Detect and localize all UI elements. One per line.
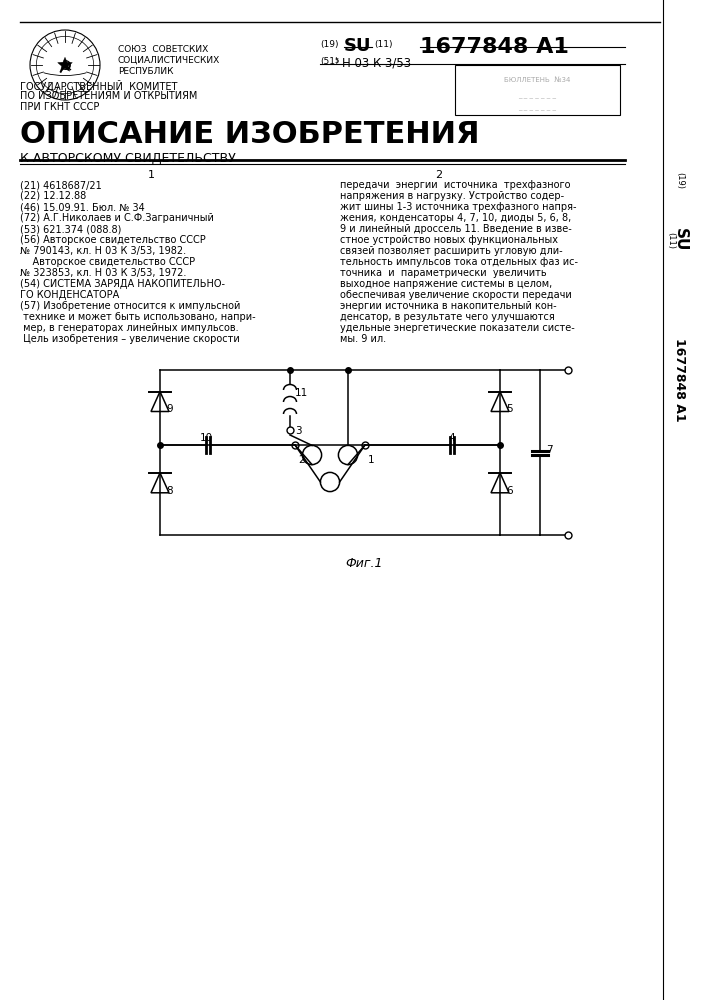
Text: БЮЛЛЕТЕНЬ  №34: БЮЛЛЕТЕНЬ №34 bbox=[504, 77, 571, 83]
Text: 5: 5 bbox=[506, 404, 513, 414]
Text: 9 и линейный дроссель 11. Введение в изве-: 9 и линейный дроссель 11. Введение в изв… bbox=[340, 224, 572, 234]
Text: 1677848 A1: 1677848 A1 bbox=[420, 37, 569, 57]
Text: (22) 12.12.88: (22) 12.12.88 bbox=[20, 191, 86, 201]
Text: передачи  энергии  источника  трехфазного: передачи энергии источника трехфазного bbox=[340, 180, 571, 190]
Text: жит шины 1-3 источника трехфазного напря-: жит шины 1-3 источника трехфазного напря… bbox=[340, 202, 576, 212]
Text: 6: 6 bbox=[506, 486, 513, 496]
Text: 9: 9 bbox=[166, 404, 173, 414]
Text: ПО ИЗОБРЕТЕНИЯМ И ОТКРЫТИЯМ: ПО ИЗОБРЕТЕНИЯМ И ОТКРЫТИЯМ bbox=[20, 91, 197, 101]
Text: точника  и  параметрически  увеличить: точника и параметрически увеличить bbox=[340, 268, 547, 278]
Text: 5: 5 bbox=[334, 58, 339, 64]
Text: № 323853, кл. Н 03 К 3/53, 1972.: № 323853, кл. Н 03 К 3/53, 1972. bbox=[20, 268, 187, 278]
Text: 1677848 А1: 1677848 А1 bbox=[674, 338, 686, 422]
Text: СОЮЗ  СОВЕТСКИХ: СОЮЗ СОВЕТСКИХ bbox=[118, 45, 209, 54]
Text: удельные энергетические показатели систе-: удельные энергетические показатели систе… bbox=[340, 323, 575, 333]
Text: выходное напряжение системы в целом,: выходное напряжение системы в целом, bbox=[340, 279, 552, 289]
Text: (46) 15.09.91. Бюл. № 34: (46) 15.09.91. Бюл. № 34 bbox=[20, 202, 145, 212]
Text: мер, в генераторах линейных импульсов.: мер, в генераторах линейных импульсов. bbox=[20, 323, 239, 333]
Text: СОЦИАЛИСТИЧЕСКИХ: СОЦИАЛИСТИЧЕСКИХ bbox=[118, 56, 221, 65]
Text: ГОСУДАРСТВЕННЫЙ  КОМИТЕТ: ГОСУДАРСТВЕННЫЙ КОМИТЕТ bbox=[20, 80, 177, 92]
Text: (56) Авторское свидетельство СССР: (56) Авторское свидетельство СССР bbox=[20, 235, 206, 245]
Text: 11: 11 bbox=[295, 388, 308, 398]
Text: ПРИ ГКНТ СССР: ПРИ ГКНТ СССР bbox=[20, 102, 100, 112]
Text: (51): (51) bbox=[320, 57, 339, 66]
Text: денсатор, в результате чего улучшаются: денсатор, в результате чего улучшаются bbox=[340, 312, 555, 322]
Text: 8: 8 bbox=[166, 486, 173, 496]
Text: 3: 3 bbox=[295, 426, 302, 436]
Text: стное устройство новых функциональных: стное устройство новых функциональных bbox=[340, 235, 558, 245]
Polygon shape bbox=[151, 473, 169, 493]
Text: (72) А.Г.Николаев и С.Ф.Заграничный: (72) А.Г.Николаев и С.Ф.Заграничный bbox=[20, 213, 214, 223]
Text: К АВТОРСКОМУ СВИДЕТЕЛЬСТВУ: К АВТОРСКОМУ СВИДЕТЕЛЬСТВУ bbox=[20, 152, 235, 165]
Text: Фиг.1: Фиг.1 bbox=[345, 557, 382, 570]
Text: 2: 2 bbox=[298, 455, 305, 465]
Text: ОПИСАНИЕ ИЗОБРЕТЕНИЯ: ОПИСАНИЕ ИЗОБРЕТЕНИЯ bbox=[20, 120, 479, 149]
Text: SU: SU bbox=[344, 37, 371, 55]
Text: энергии источника в накопительный кон-: энергии источника в накопительный кон- bbox=[340, 301, 556, 311]
Text: ☭: ☭ bbox=[57, 59, 72, 77]
Text: 10: 10 bbox=[200, 433, 213, 443]
Text: РЕСПУБЛИК: РЕСПУБЛИК bbox=[118, 67, 173, 76]
Text: (53) 621.374 (088.8): (53) 621.374 (088.8) bbox=[20, 224, 122, 234]
Text: 1: 1 bbox=[148, 170, 155, 180]
Text: (19): (19) bbox=[675, 172, 684, 188]
Text: (57) Изобретение относится к импульсной: (57) Изобретение относится к импульсной bbox=[20, 301, 240, 311]
Text: Авторское свидетельство СССР: Авторское свидетельство СССР bbox=[20, 257, 195, 267]
Text: жения, конденсаторы 4, 7, 10, диоды 5, 6, 8,: жения, конденсаторы 4, 7, 10, диоды 5, 6… bbox=[340, 213, 571, 223]
Polygon shape bbox=[58, 57, 72, 71]
Polygon shape bbox=[151, 391, 169, 412]
Text: (19): (19) bbox=[320, 40, 339, 49]
Text: 4: 4 bbox=[448, 433, 455, 443]
Text: SU: SU bbox=[672, 228, 687, 252]
Text: 2: 2 bbox=[435, 170, 442, 180]
Text: мы. 9 ил.: мы. 9 ил. bbox=[340, 334, 386, 344]
Text: 1: 1 bbox=[368, 455, 375, 465]
Text: (54) СИСТЕМА ЗАРЯДА НАКОПИТЕЛЬНО-: (54) СИСТЕМА ЗАРЯДА НАКОПИТЕЛЬНО- bbox=[20, 279, 225, 289]
Text: (11): (11) bbox=[667, 232, 675, 248]
Text: (11): (11) bbox=[374, 40, 392, 49]
Text: _ _ _ _ _ _ _: _ _ _ _ _ _ _ bbox=[518, 92, 556, 98]
Text: связей позволяет расширить угловую дли-: связей позволяет расширить угловую дли- bbox=[340, 246, 563, 256]
Text: обеспечивая увеличение скорости передачи: обеспечивая увеличение скорости передачи bbox=[340, 290, 572, 300]
Text: тельность импульсов тока отдельных фаз ис-: тельность импульсов тока отдельных фаз и… bbox=[340, 257, 578, 267]
Polygon shape bbox=[491, 391, 509, 412]
Text: технике и может быть использовано, напри-: технике и может быть использовано, напри… bbox=[20, 312, 256, 322]
Text: _ _ _ _ _ _ _: _ _ _ _ _ _ _ bbox=[518, 104, 556, 110]
Text: 7: 7 bbox=[546, 445, 553, 455]
Polygon shape bbox=[491, 473, 509, 493]
Text: (21) 4618687/21: (21) 4618687/21 bbox=[20, 180, 102, 190]
Text: Н 03 К 3/53: Н 03 К 3/53 bbox=[342, 57, 411, 70]
Text: напряжения в нагрузку. Устройство содер-: напряжения в нагрузку. Устройство содер- bbox=[340, 191, 564, 201]
Text: № 790143, кл. Н 03 К 3/53, 1982.: № 790143, кл. Н 03 К 3/53, 1982. bbox=[20, 246, 186, 256]
Text: ГО КОНДЕНСАТОРА: ГО КОНДЕНСАТОРА bbox=[20, 290, 119, 300]
Text: Цель изобретения – увеличение скорости: Цель изобретения – увеличение скорости bbox=[20, 334, 240, 344]
